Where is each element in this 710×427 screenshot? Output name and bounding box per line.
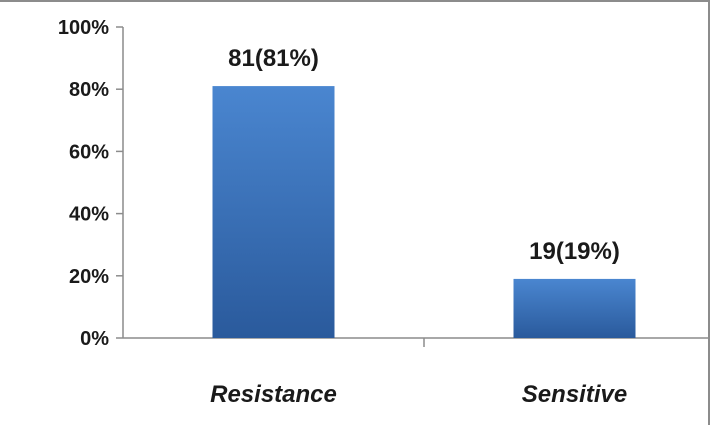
- category-label-resistance: Resistance: [210, 381, 337, 408]
- y-tick-label: 40%: [69, 204, 109, 226]
- y-tick-label: 0%: [80, 328, 109, 350]
- bar-sensitive: [513, 278, 636, 338]
- data-label-sensitive: 19(19%): [529, 238, 620, 265]
- data-label-resistance: 81(81%): [228, 45, 319, 72]
- y-tick-label: 60%: [69, 141, 109, 163]
- y-tick-label: 20%: [69, 266, 109, 288]
- bars: [212, 86, 636, 338]
- y-tick-label: 100%: [58, 17, 109, 39]
- labels: 0% 20% 40% 60% 80% 100% 81(81%) Resistance 19(19…: [58, 17, 627, 408]
- category-label-sensitive: Sensitive: [522, 381, 627, 408]
- y-tick-label: 80%: [69, 79, 109, 101]
- bar-resistance: [212, 86, 335, 338]
